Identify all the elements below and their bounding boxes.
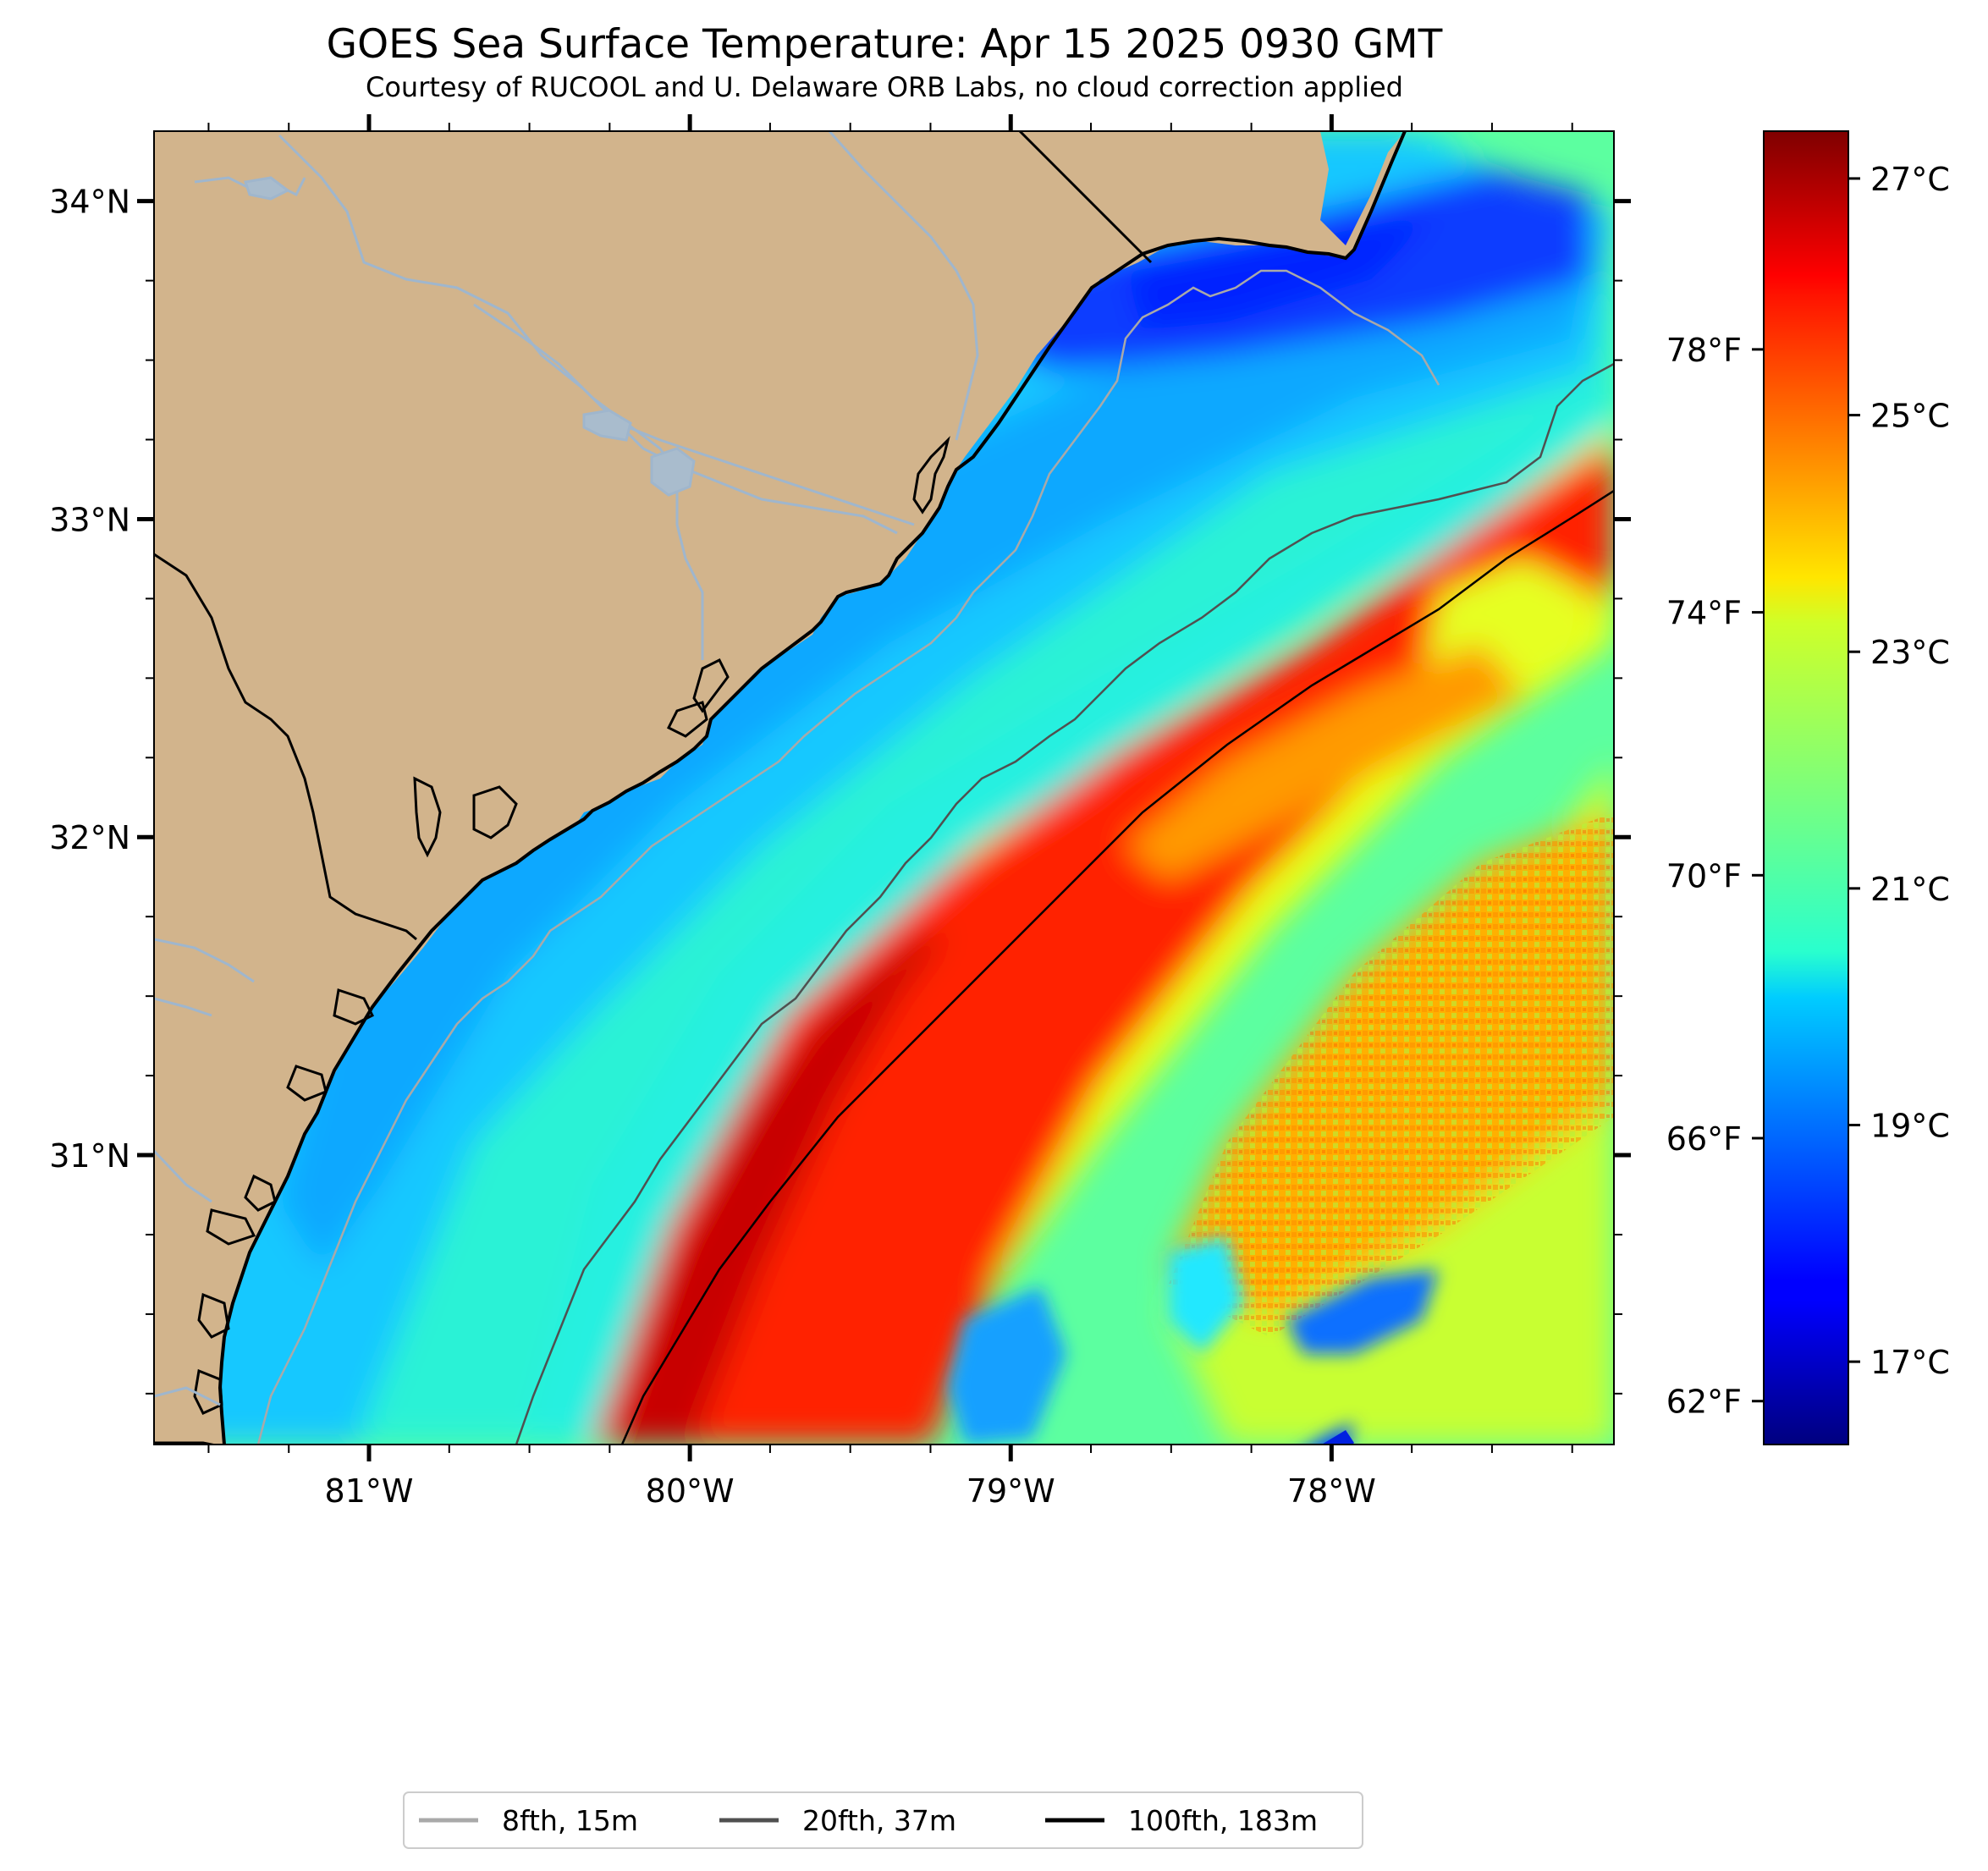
estuary-port-royal [413,776,518,858]
lon-tick-label: 80°W [646,1472,735,1510]
celsius-tick-label: 17°C [1870,1344,1950,1381]
coastline [218,131,1407,1445]
river-7 [154,1386,221,1406]
lon-tick-label: 79°W [966,1472,1055,1510]
sst-cold-patches [948,1235,1439,1445]
legend-label: 8fth, 15m [502,1804,638,1837]
fahrenheit-tick-label: 78°F [1666,332,1742,369]
sst-cold-patch-2 [1286,1269,1439,1354]
fahrenheit-tick-label: 74°F [1666,595,1742,632]
sst-cold-patch-4 [1168,1235,1244,1354]
lake-wateree [244,176,290,201]
fahrenheit-tick-label: 62°F [1666,1384,1742,1421]
legend-items: 8fth, 15m 20fth, 37m 100fth, 183m [419,1804,1318,1837]
chart-subtitle: Courtesy of RUCOOL and U. Delaware ORB L… [366,71,1403,103]
colorbar: 27°C 25°C 23°C 21°C 19°C 17°C 78°F 74°F 70°F 66°F… [1666,130,1950,1445]
legend-label: 20fth, 37m [802,1804,956,1837]
estuary-charleston [666,658,730,738]
lon-tick-label: 81°W [325,1472,414,1510]
colorbar-ticks: 27°C 25°C 23°C 21°C 19°C 17°C 78°F 74°F 70°F 66°F… [1666,161,1950,1421]
legend-box [403,1791,1363,1849]
estuary-georgia [193,1174,277,1415]
celsius-tick-label: 25°C [1870,398,1950,435]
rivers [154,131,979,1406]
celsius-tick-label: 21°C [1870,871,1950,908]
river-5 [617,421,915,526]
sst-orange-filament [1126,643,1523,880]
celsius-tick-label: 19°C [1870,1107,1950,1144]
estuary-savannah [286,988,375,1102]
isobath-8fth [256,269,1440,1445]
fahrenheit-tick-label: 70°F [1666,857,1742,894]
sst-cold-patch-3 [948,1286,1066,1445]
river-4 [828,131,979,441]
isobath-100fth [620,489,1614,1445]
border-ga-fl [154,1441,218,1445]
state-borders [154,131,1153,1445]
sst-cold-patch-5 [1321,1430,1354,1445]
sst-map [154,131,1614,1445]
lat-tick-label: 33°N [49,501,130,538]
celsius-tick-label: 27°C [1870,161,1950,198]
border-nc-sc [1018,131,1153,264]
border-sc-ga [154,553,417,941]
isobath-20fth [515,362,1614,1445]
isobath-legend: 8fth, 15m 20fth, 37m 100fth, 183m [403,1791,1363,1849]
sst-gulfstream-red [592,440,1614,1445]
lake-moultrie [650,447,696,497]
celsius-tick-label: 23°C [1870,634,1950,671]
river-6 [154,1149,212,1203]
sst-speckle-texture [1168,812,1614,1337]
lakes [244,176,696,497]
land [154,131,1405,1445]
lat-tick-label: 31°N [49,1137,130,1175]
legend-label: 100fth, 183m [1128,1804,1318,1837]
chart-title: GOES Sea Surface Temperature: Apr 15 202… [327,21,1443,68]
lat-tick-label: 32°N [49,819,130,856]
sst-gulfstream-core [609,931,948,1445]
fahrenheit-tick-label: 66°F [1666,1120,1742,1158]
lake-marion [582,409,632,442]
map-axes: 34°N 33°N 32°N 31°N 81°W 80°W 79°W 78°W [49,114,1631,1510]
map-frame [153,130,1615,1445]
lat-tick-label: 34°N [49,184,130,221]
estuary-winyah [912,436,950,515]
river-3 [473,303,704,660]
river-9 [154,997,212,1017]
colorbar-gradient [1763,130,1849,1445]
lon-tick-label: 78°W [1287,1472,1376,1510]
river-8 [154,938,255,983]
